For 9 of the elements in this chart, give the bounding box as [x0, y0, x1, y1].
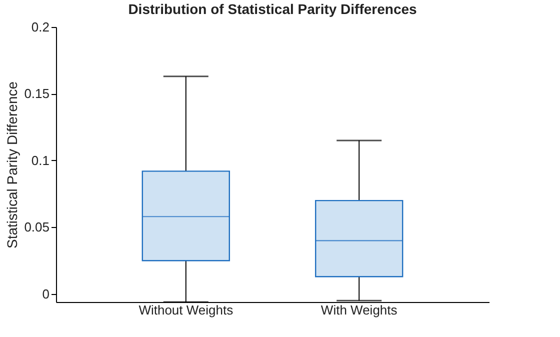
- y-tick-label: 0.15: [24, 86, 50, 102]
- y-tick-label: 0.05: [24, 220, 50, 235]
- x-tick-label: Without Weights: [138, 302, 234, 318]
- y-tick-label: 0.2: [31, 20, 50, 34]
- y-axis-title: Statistical Parity Difference: [4, 81, 20, 249]
- y-tick-label: 0: [42, 286, 50, 302]
- chart-title: Distribution of Statistical Parity Differences: [128, 1, 418, 17]
- y-tick-label: 0.1: [31, 152, 50, 168]
- x-tick-label: With Weights: [320, 302, 398, 318]
